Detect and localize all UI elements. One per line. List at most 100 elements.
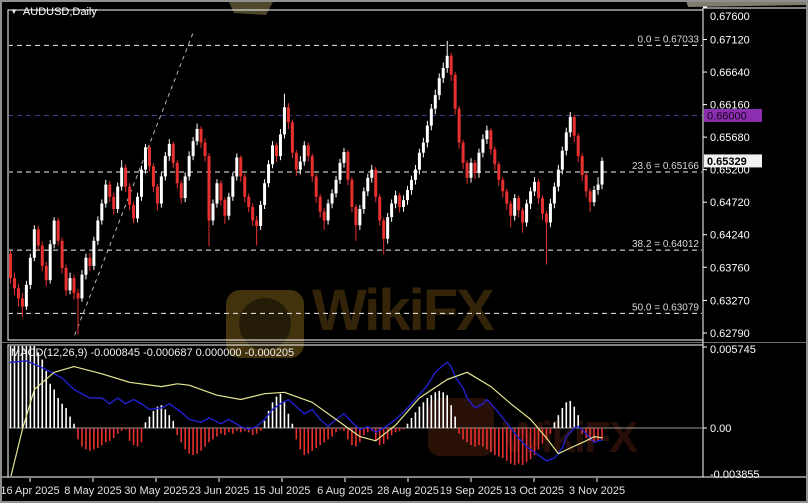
candle-body: [576, 135, 580, 157]
watermark-logo-swirl: [239, 298, 291, 350]
candle-body: [425, 125, 429, 143]
candle-body: [80, 274, 84, 299]
candle-body: [402, 200, 406, 207]
candle-body: [116, 186, 120, 209]
candle-body: [433, 95, 437, 109]
candle-body: [32, 229, 36, 258]
candle-body: [417, 152, 421, 170]
price-axis-label: 0.65200: [710, 165, 750, 177]
date-label: 28 Aug 2025: [377, 485, 439, 497]
candle-body: [40, 245, 44, 266]
price-axis-label: 0.67600: [710, 11, 750, 23]
candle-body: [44, 265, 48, 281]
candle-body: [580, 156, 584, 176]
candle-body: [465, 162, 469, 178]
candle-body: [203, 142, 207, 157]
candle-body: [572, 116, 576, 136]
price-axis-label: 0.62790: [710, 328, 750, 340]
date-label: 23 Jun 2025: [189, 485, 250, 497]
candle-body: [219, 183, 223, 201]
candle-body: [501, 179, 505, 192]
date-label: 16 Apr 2025: [0, 485, 59, 497]
candle-body: [159, 176, 163, 204]
candle-body: [9, 253, 12, 279]
candle-body: [175, 162, 179, 184]
candle-body: [223, 200, 227, 216]
candle-body: [52, 220, 56, 245]
date-label: 8 May 2025: [64, 485, 121, 497]
candle-body: [366, 177, 370, 192]
date-axis[interactable]: 16 Apr 2025 8 May 2025 30 May 2025 23 Jun 2…: [0, 478, 625, 497]
candle-body: [469, 162, 473, 178]
date-label: 13 Oct 2025: [504, 485, 564, 497]
main-chart-panel[interactable]: [8, 32, 703, 365]
candle-body: [533, 181, 537, 192]
candle-body: [231, 176, 235, 197]
candle-body: [195, 128, 199, 142]
candle-body: [294, 152, 298, 170]
candle-body: [473, 162, 477, 174]
candle-body: [334, 179, 338, 194]
candle-body: [128, 186, 132, 205]
price-axis[interactable]: 0.67600 0.67120 0.66640 0.66160 0.65680 0.652…: [703, 6, 762, 340]
candle-body: [537, 181, 541, 199]
fib-label: 0.0 = 0.67033: [638, 34, 700, 45]
candle-body: [330, 193, 334, 204]
highlight-price-label: 0.66000: [707, 110, 747, 122]
date-label: 19 Sep 2025: [440, 485, 502, 497]
candle-body: [525, 203, 529, 223]
candle-body: [461, 142, 465, 163]
candles: [9, 40, 604, 335]
watermark-logo-small: [428, 398, 494, 456]
candle-body: [588, 191, 592, 203]
candle-body: [441, 67, 445, 79]
candle-body: [437, 78, 441, 96]
price-axis-label: 0.67120: [710, 35, 750, 47]
candle-body: [513, 198, 517, 216]
candle-body: [429, 108, 433, 126]
candle-body: [147, 147, 151, 167]
candle-body: [20, 298, 24, 307]
symbol-bar: ▼ AUDUSD,Daily: [10, 6, 97, 18]
candle-body: [171, 143, 175, 163]
candle-body: [358, 208, 362, 226]
candle-body: [517, 198, 521, 211]
candle-body: [282, 107, 286, 135]
trendline[interactable]: [63, 32, 194, 365]
macd-axis-label: 0.005745: [710, 344, 756, 356]
candle-body: [215, 183, 219, 204]
candle-body: [243, 176, 247, 197]
candle-body: [151, 166, 155, 187]
candle-body: [36, 229, 40, 246]
candle-body: [477, 152, 481, 174]
macd-panel[interactable]: [9, 341, 702, 478]
candle-body: [497, 164, 501, 180]
candle-body: [263, 183, 267, 205]
macd-line: [9, 360, 603, 462]
candle-body: [374, 169, 378, 197]
candle-body: [485, 130, 489, 140]
candle-body: [286, 107, 290, 123]
highlight-price-label-bg: [704, 108, 762, 122]
candle-body: [489, 130, 493, 150]
candle-body: [378, 196, 382, 221]
candle-body: [155, 186, 159, 204]
candle-body: [28, 257, 32, 285]
candle-body: [251, 206, 255, 221]
candle-body: [48, 244, 52, 281]
symbol-dropdown-icon[interactable]: ▼: [10, 7, 18, 16]
candle-body: [12, 278, 16, 289]
candle-body: [191, 141, 195, 157]
macd-axis[interactable]: 0.005745 0.00 -0.003855: [703, 344, 760, 481]
candle-body: [457, 108, 461, 143]
candle-body: [183, 176, 187, 199]
candle-body: [556, 169, 560, 187]
candle-body: [413, 169, 417, 180]
candle-body: [350, 179, 354, 207]
candle-body: [568, 116, 572, 133]
candle-body: [207, 156, 211, 221]
candle-body: [267, 164, 271, 184]
candle-body: [529, 191, 533, 204]
